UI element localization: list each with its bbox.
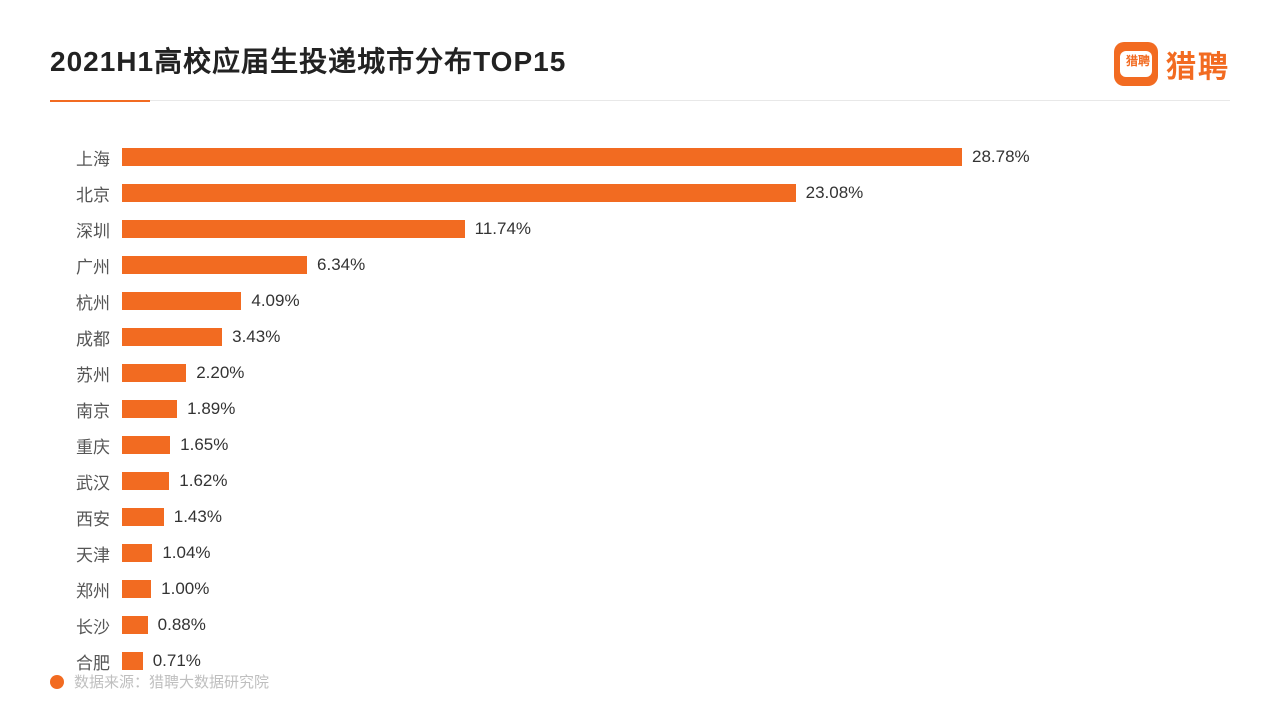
category-label: 重庆 <box>60 433 110 458</box>
category-label: 苏州 <box>60 361 110 386</box>
footer-source: 数据来源：猎聘大数据研究院 <box>50 671 269 692</box>
logo-text: 猎聘 <box>1166 42 1230 86</box>
category-label: 深圳 <box>60 217 110 242</box>
city-distribution-bar-chart: 上海 28.78% 北京 23.08% 深圳 11.74% 广州 6.34% 杭州 4.09% 成都… <box>50 139 1230 679</box>
chart-row: 重庆 1.65% <box>60 427 1230 463</box>
bar <box>122 364 186 382</box>
bar <box>122 292 241 310</box>
chart-row: 武汉 1.62% <box>60 463 1230 499</box>
value-label: 1.43% <box>174 507 222 527</box>
bar-wrap: 0.71% <box>110 651 1230 671</box>
bar-wrap: 6.34% <box>110 255 1230 275</box>
category-label: 成都 <box>60 325 110 350</box>
bar <box>122 328 222 346</box>
chart-row: 广州 6.34% <box>60 247 1230 283</box>
category-label: 郑州 <box>60 577 110 602</box>
value-label: 6.34% <box>317 255 365 275</box>
bar <box>122 616 148 634</box>
category-label: 杭州 <box>60 289 110 314</box>
bar-wrap: 1.43% <box>110 507 1230 527</box>
logo-icon-text: 猎聘 <box>1126 52 1150 69</box>
source-text: 数据来源：猎聘大数据研究院 <box>74 671 269 692</box>
chart-row: 南京 1.89% <box>60 391 1230 427</box>
bar-wrap: 1.89% <box>110 399 1230 419</box>
report-slide: 2021H1高校应届生投递城市分布TOP15 猎聘 猎聘 上海 28.78% 北京 2… <box>0 0 1280 720</box>
bar <box>122 256 307 274</box>
title-block: 2021H1高校应届生投递城市分布TOP15 <box>50 40 566 80</box>
bar-wrap: 1.65% <box>110 435 1230 455</box>
bullet-icon <box>50 675 64 689</box>
header: 2021H1高校应届生投递城市分布TOP15 猎聘 猎聘 <box>50 40 1230 86</box>
bar <box>122 472 169 490</box>
bar-wrap: 4.09% <box>110 291 1230 311</box>
brand-logo: 猎聘 猎聘 <box>1114 42 1230 86</box>
value-label: 4.09% <box>251 291 299 311</box>
category-label: 南京 <box>60 397 110 422</box>
page-title: 2021H1高校应届生投递城市分布TOP15 <box>50 40 566 80</box>
liepin-logo-icon: 猎聘 <box>1114 42 1158 86</box>
value-label: 23.08% <box>806 183 864 203</box>
bar-wrap: 3.43% <box>110 327 1230 347</box>
bar-wrap: 1.62% <box>110 471 1230 491</box>
chart-row: 苏州 2.20% <box>60 355 1230 391</box>
bar-wrap: 23.08% <box>110 183 1230 203</box>
bar <box>122 580 151 598</box>
bar <box>122 184 796 202</box>
chart-row: 郑州 1.00% <box>60 571 1230 607</box>
chart-row: 天津 1.04% <box>60 535 1230 571</box>
chart-row: 成都 3.43% <box>60 319 1230 355</box>
chart-row: 西安 1.43% <box>60 499 1230 535</box>
value-label: 1.00% <box>161 579 209 599</box>
bar-wrap: 0.88% <box>110 615 1230 635</box>
value-label: 0.88% <box>158 615 206 635</box>
chart-row: 上海 28.78% <box>60 139 1230 175</box>
value-label: 1.65% <box>180 435 228 455</box>
bar <box>122 544 152 562</box>
category-label: 广州 <box>60 253 110 278</box>
bar-wrap: 2.20% <box>110 363 1230 383</box>
value-label: 1.62% <box>179 471 227 491</box>
value-label: 0.71% <box>153 651 201 671</box>
chart-row: 杭州 4.09% <box>60 283 1230 319</box>
bar <box>122 436 170 454</box>
chart-row: 长沙 0.88% <box>60 607 1230 643</box>
chart-row: 北京 23.08% <box>60 175 1230 211</box>
bar-wrap: 11.74% <box>110 219 1230 239</box>
value-label: 11.74% <box>475 219 531 239</box>
category-label: 西安 <box>60 505 110 530</box>
title-underline <box>50 100 1230 101</box>
category-label: 天津 <box>60 541 110 566</box>
bar <box>122 400 177 418</box>
bar <box>122 652 143 670</box>
category-label: 长沙 <box>60 613 110 638</box>
value-label: 1.04% <box>162 543 210 563</box>
bar-wrap: 1.04% <box>110 543 1230 563</box>
bar-wrap: 1.00% <box>110 579 1230 599</box>
value-label: 1.89% <box>187 399 235 419</box>
bar-wrap: 28.78% <box>110 147 1230 167</box>
value-label: 28.78% <box>972 147 1030 167</box>
category-label: 武汉 <box>60 469 110 494</box>
value-label: 3.43% <box>232 327 280 347</box>
category-label: 上海 <box>60 145 110 170</box>
bar <box>122 220 465 238</box>
value-label: 2.20% <box>196 363 244 383</box>
chart-row: 深圳 11.74% <box>60 211 1230 247</box>
bar <box>122 148 962 166</box>
category-label: 合肥 <box>60 649 110 674</box>
bar <box>122 508 164 526</box>
category-label: 北京 <box>60 181 110 206</box>
